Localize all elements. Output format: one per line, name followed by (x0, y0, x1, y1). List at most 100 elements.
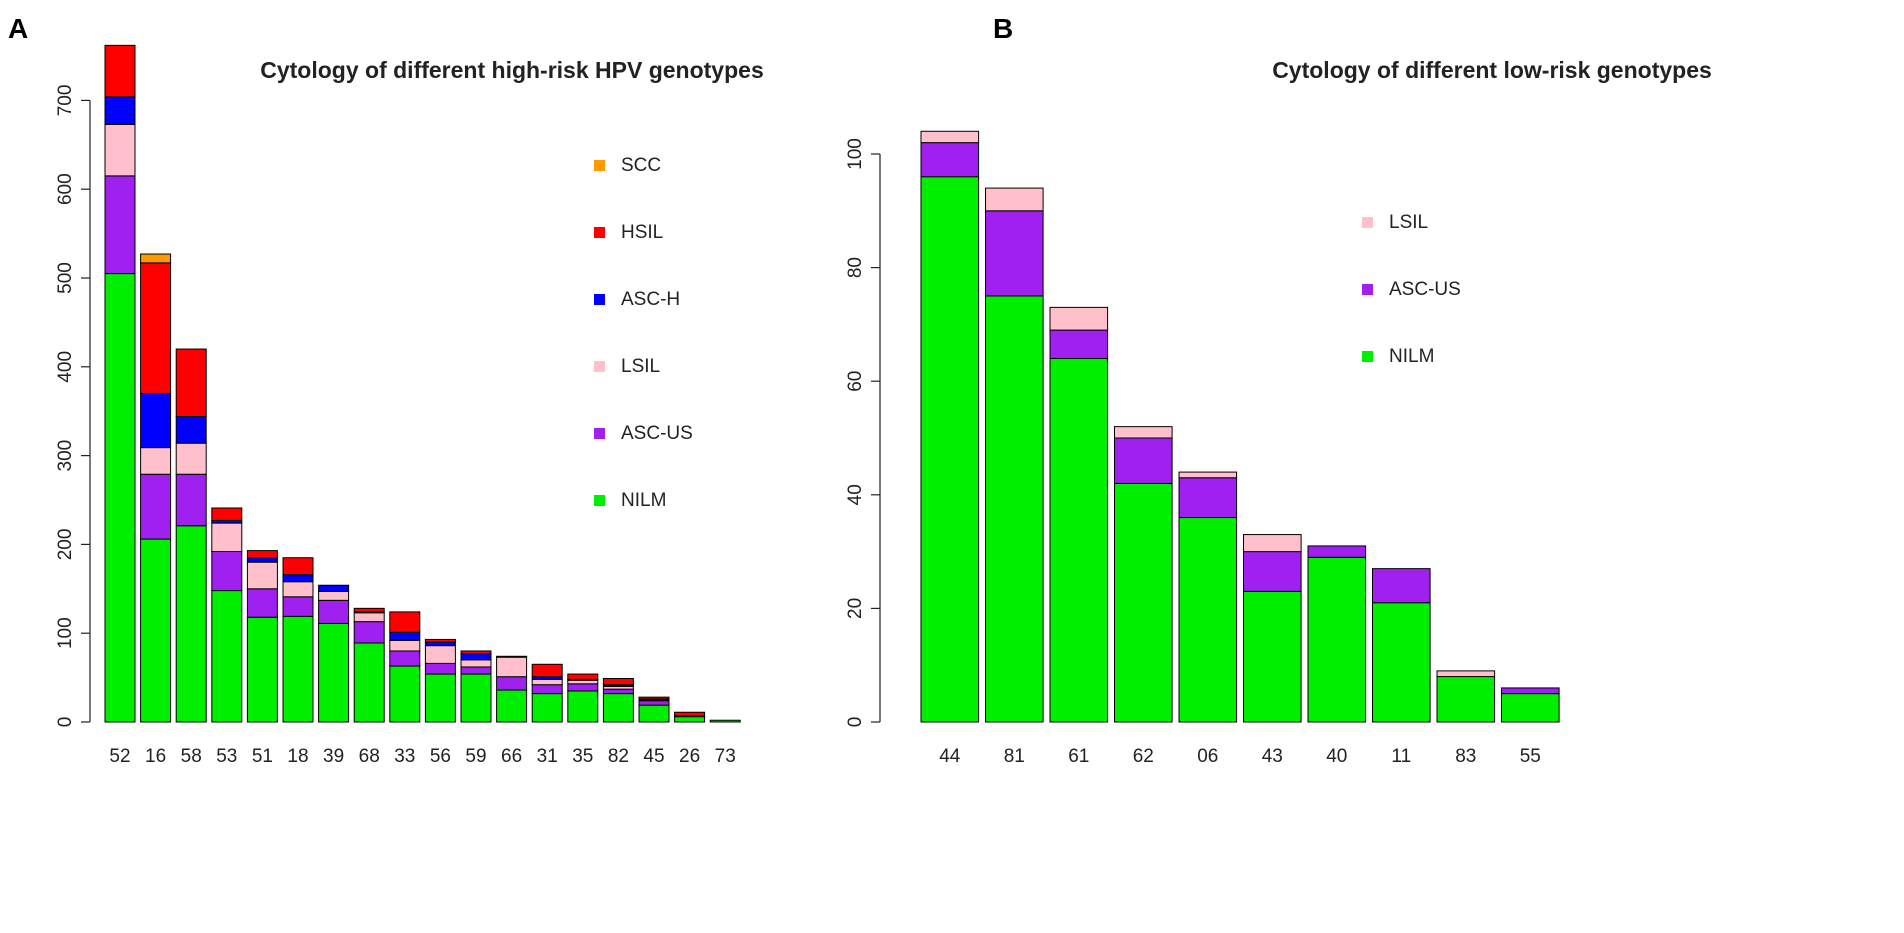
panel-b-bar-11-nilm (1372, 602, 1431, 723)
panel-b-y-tick-label: 20 (845, 598, 866, 619)
panel-a-bar-66-asc-us (496, 676, 528, 691)
panel-a-legend-label-nilm: NILM (621, 490, 666, 511)
panel-a-legend-swatch-hsil (594, 227, 605, 238)
panel-a-bar-82-hsil (602, 677, 634, 686)
panel-a-bar-58-hsil (175, 348, 207, 418)
panel-a-legend-swatch-asc-us (594, 428, 605, 439)
panel-a-bar-59-hsil (460, 650, 492, 655)
panel-a-legend-label-scc: SCC (621, 155, 661, 176)
panel-b-y-axis: 0 20 40 60 80 100 (845, 138, 881, 728)
panel-a-bar-68-asc-us (353, 621, 385, 644)
panel-a-x-tick-label: 39 (323, 746, 344, 767)
panel-b-x-tick-label: 61 (1068, 746, 1089, 767)
panel-a-bar-53-lsil (211, 522, 243, 553)
panel-b-bar-81-nilm (985, 295, 1044, 723)
panel-a-bar-66-hsil (496, 655, 528, 658)
panel-b-x-tick-label: 83 (1455, 746, 1476, 767)
panel-a-bar-66-nilm (496, 689, 528, 723)
panel-b-legend-swatch-asc-us (1362, 284, 1373, 295)
panel-a-bar-33-lsil (389, 639, 421, 652)
panel-a-x-tick-label: 52 (109, 746, 130, 767)
panel-a-bar-18-asc-h (282, 574, 314, 583)
panel-a-bar-73-nilm (709, 719, 741, 723)
panel-a-bar-59-asc-h (460, 653, 492, 661)
panel-a-x-tick-label: 33 (394, 746, 415, 767)
panel-a-y-tick-label: 200 (55, 529, 76, 561)
panel-b-y-tick-label: 0 (845, 717, 866, 728)
panel-a-x-tick-label: 16 (145, 746, 166, 767)
panel-a-x-tick-label: 59 (465, 746, 486, 767)
panel-a-bar-33-asc-h (389, 631, 421, 641)
panel-b-bar-06-asc-us (1178, 477, 1238, 519)
panel-b-x-tick-labels: 44 81 61 62 06 43 40 11 83 55 (939, 746, 1541, 767)
panel-a-legend-label-lsil: LSIL (621, 356, 660, 377)
panel-a-y-tick-label: 400 (55, 351, 76, 383)
panel-a-bar-45-nilm (638, 704, 670, 723)
panel-b-x-tick-label: 81 (1004, 746, 1025, 767)
panel-a-bar-53-nilm (211, 590, 243, 723)
panel-a-bar-16-scc (140, 253, 172, 264)
panel-a-bar-59-asc-us (460, 666, 492, 675)
panel-a-bar-31-hsil (531, 663, 563, 678)
panel-b-bar-61-asc-us (1049, 329, 1109, 359)
panel-b-bar-62-asc-us (1114, 437, 1173, 484)
panel-a-legend-swatch-asc-h (594, 294, 605, 305)
panel-b-bar-44-nilm (920, 176, 980, 723)
panel-b-y-tick-label: 40 (845, 484, 866, 505)
panel-b-bar-43-lsil (1243, 534, 1302, 553)
panel-a-bar-26-hsil (674, 711, 706, 717)
panel-a-bar-66-lsil (496, 656, 528, 678)
panel-a-y-tick-label: 700 (55, 85, 76, 117)
panel-a-x-tick-label: 68 (359, 746, 380, 767)
panel-a-bar-39-asc-us (318, 599, 350, 624)
panel-b-bar-06-nilm (1178, 517, 1238, 723)
panel-a-bar-31-lsil (531, 678, 563, 686)
panel-a-bar-35-asc-us (567, 683, 599, 692)
panel-b-x-tick-label: 44 (939, 746, 961, 767)
panel-b-bar-11-asc-us (1372, 568, 1431, 604)
panel-b-title: Cytology of different low-risk genotypes (1272, 57, 1712, 83)
panel-a-y-tick-label: 500 (55, 262, 76, 294)
panel-b-legend: LSIL ASC-US NILM (1362, 212, 1461, 367)
panel-a-bar-68-nilm (353, 642, 385, 723)
panel-b-chart: B Cytology of different low-risk genotyp… (845, 13, 1712, 767)
panel-a-bar-52-asc-us (104, 175, 136, 275)
panel-a-bar-39-asc-h (318, 584, 350, 592)
panel-a-bar-58-asc-us (175, 473, 207, 527)
panel-a-bar-56-asc-h (424, 641, 456, 647)
panel-a-bar-33-nilm (389, 665, 421, 723)
panel-a-legend-label-asc-us: ASC-US (621, 423, 693, 444)
panel-a-legend-swatch-lsil (594, 361, 605, 372)
panel-b-x-tick-label: 55 (1520, 746, 1541, 767)
panel-b-x-tick-label: 06 (1197, 746, 1218, 767)
panel-b-bar-83-lsil (1436, 670, 1496, 678)
panel-a-bar-51-hsil (246, 550, 278, 559)
panel-a-x-tick-label: 82 (608, 746, 629, 767)
panel-a-x-tick-label: 66 (501, 746, 522, 767)
panel-a-bar-18-hsil (282, 557, 314, 576)
panel-a-bar-16-asc-us (140, 473, 172, 540)
panel-b-x-tick-label: 40 (1326, 746, 1347, 767)
panel-a-x-tick-label: 35 (572, 746, 593, 767)
panel-a-bar-82-nilm (602, 693, 634, 723)
panel-a-bar-53-hsil (211, 507, 243, 521)
panel-a-bar-33-asc-us (389, 650, 421, 667)
panel-a-x-tick-label: 58 (181, 746, 202, 767)
panel-a-bar-51-asc-h (246, 557, 278, 563)
panel-a-bar-31-nilm (531, 693, 563, 723)
panel-a-x-tick-label: 51 (252, 746, 273, 767)
panel-a-bar-16-asc-h (140, 392, 172, 449)
panel-b-bar-61-nilm (1049, 357, 1109, 723)
panel-b-x-tick-label: 43 (1262, 746, 1283, 767)
panel-b-legend-swatch-lsil (1362, 217, 1373, 228)
panel-b-bar-81-lsil (985, 187, 1044, 212)
panel-a-y-tick-label: 600 (55, 173, 76, 205)
panel-a-title: Cytology of different high-risk HPV geno… (260, 57, 763, 83)
panel-a-bar-51-asc-us (246, 588, 278, 618)
panel-a-bar-59-lsil (460, 659, 492, 668)
panel-a-x-tick-label: 56 (430, 746, 451, 767)
panel-b-bars (920, 130, 1560, 723)
panel-a-x-tick-label: 31 (537, 746, 558, 767)
panel-a-bar-16-lsil (140, 447, 172, 475)
